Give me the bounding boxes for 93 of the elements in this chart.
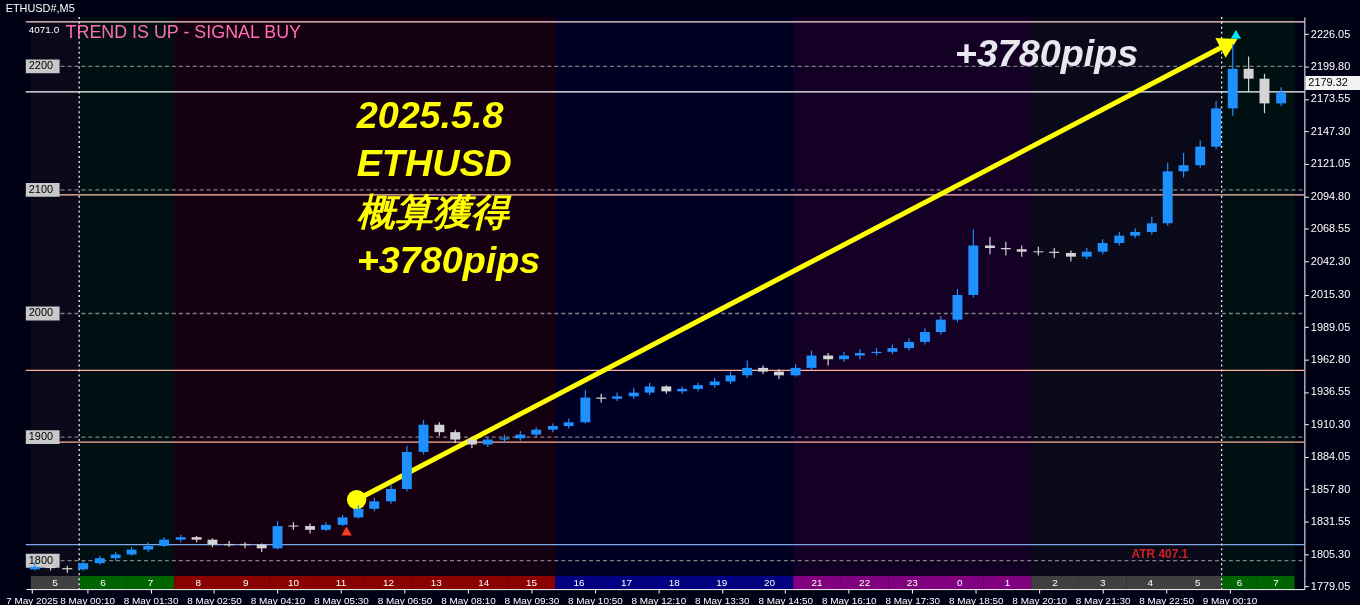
ref-line-label: 1800 — [28, 553, 54, 566]
x-tick-label: 8 May 18:50 — [948, 594, 1004, 605]
band-label: 7 — [147, 576, 154, 588]
band-label: 3 — [1099, 576, 1106, 588]
annotation: 4071.0 — [28, 23, 60, 35]
band-label: 12 — [383, 576, 395, 588]
candlestick — [466, 436, 477, 449]
band-label: 11 — [335, 576, 347, 588]
y-tick-label: 2147.30 — [1310, 124, 1351, 137]
band-label: 6 — [1236, 576, 1243, 588]
y-tick-label: 1884.05 — [1310, 450, 1351, 463]
x-tick-label: 7 May 2025 — [6, 594, 59, 605]
x-tick-label: 8 May 20:10 — [1012, 594, 1068, 605]
y-tick-label: 2121.05 — [1310, 157, 1351, 170]
y-tick-label: 2199.80 — [1310, 60, 1351, 73]
y-tick-label: 2226.05 — [1310, 27, 1351, 40]
band-label: 13 — [430, 576, 443, 588]
candlestick — [612, 392, 623, 402]
ref-line-label: 2100 — [28, 182, 54, 195]
band-label: 5 — [1195, 576, 1202, 588]
band-label: 17 — [621, 576, 633, 588]
band-label: 1 — [1004, 576, 1011, 588]
annotation: ETHUSD — [356, 141, 512, 184]
y-tick-label: 1962.80 — [1310, 352, 1351, 365]
ref-line-label: 1900 — [28, 430, 54, 443]
x-tick-label: 8 May 00:10 — [60, 594, 116, 605]
candlestick — [1195, 139, 1206, 169]
band-label: 6 — [100, 576, 107, 588]
candlestick — [935, 315, 946, 336]
band-label: 8 — [195, 576, 202, 588]
candlestick — [1178, 152, 1189, 179]
candlestick — [1243, 55, 1254, 92]
y-tick-label: 1936.55 — [1310, 385, 1351, 398]
annotation: TREND IS UP - SIGNAL BUY — [65, 21, 302, 42]
y-tick-label: 2173.55 — [1310, 92, 1351, 105]
annotation: +3780pips — [356, 239, 541, 282]
candlestick — [854, 348, 865, 360]
candlestick — [904, 337, 915, 352]
y-tick-label: 1831.55 — [1310, 515, 1351, 528]
x-tick-label: 8 May 09:30 — [504, 594, 560, 605]
band-label: 9 — [243, 576, 250, 588]
band-label: 22 — [859, 576, 871, 588]
y-tick-label: 1989.05 — [1310, 320, 1351, 333]
band-label: 4 — [1147, 576, 1154, 588]
x-tick-label: 8 May 02:50 — [187, 594, 243, 605]
x-tick-label: 8 May 17:30 — [885, 594, 941, 605]
x-tick-label: 8 May 21:30 — [1075, 594, 1131, 605]
y-tick-label: 1910.30 — [1310, 417, 1351, 430]
x-tick-label: 8 May 10:50 — [568, 594, 624, 605]
candlestick — [1065, 249, 1076, 263]
ref-line-label: 2179.32 — [1308, 75, 1348, 88]
band-label: 15 — [525, 576, 538, 588]
y-tick-label: 2015.30 — [1310, 288, 1351, 301]
x-tick-label: 9 May 00:10 — [1202, 594, 1258, 605]
x-tick-label: 8 May 04:10 — [250, 594, 306, 605]
x-tick-label: 8 May 16:10 — [821, 594, 878, 605]
x-tick-label: 8 May 14:50 — [758, 594, 814, 605]
annotation: ATR 407.1 — [1131, 547, 1189, 562]
x-tick-label: 8 May 22:50 — [1139, 594, 1195, 605]
band-label: 21 — [811, 576, 824, 588]
candlestick — [1276, 86, 1287, 107]
x-tick-label: 8 May 01:30 — [123, 594, 179, 605]
band-label: 2 — [1052, 576, 1059, 588]
band-label: 16 — [573, 576, 586, 588]
x-tick-label: 8 May 08:10 — [441, 594, 497, 605]
chart-title: ETHUSD#,M5 — [5, 2, 75, 15]
band-label: 10 — [287, 576, 300, 588]
band-label: 14 — [478, 576, 490, 588]
x-tick-label: 8 May 12:10 — [631, 594, 687, 605]
x-tick-label: 8 May 05:30 — [314, 594, 370, 605]
candlestick — [386, 483, 396, 505]
band-label: 19 — [716, 576, 728, 588]
annotation: 2025.5.8 — [355, 94, 504, 137]
annotation: +3780pips — [954, 31, 1139, 74]
y-tick-label: 1779.05 — [1310, 580, 1351, 593]
band-label: 7 — [1273, 576, 1280, 588]
ref-line-label: 2000 — [28, 306, 54, 319]
candlestick — [272, 520, 283, 551]
y-tick-label: 1857.80 — [1310, 482, 1351, 495]
band-label: 18 — [668, 576, 681, 588]
y-tick-label: 2068.55 — [1310, 222, 1351, 235]
ref-line-label: 2200 — [28, 59, 54, 72]
band-label: 20 — [763, 576, 776, 588]
y-tick-label: 1805.30 — [1310, 547, 1351, 560]
band-label: 23 — [906, 576, 919, 588]
y-tick-label: 2094.80 — [1310, 189, 1351, 202]
band-label: 0 — [957, 576, 964, 588]
candlestick — [758, 364, 769, 375]
x-tick-label: 8 May 06:50 — [377, 594, 433, 605]
annotation: 概算獲得 — [356, 190, 512, 233]
x-tick-label: 8 May 13:30 — [695, 594, 751, 605]
band-label: 5 — [52, 576, 59, 588]
y-tick-label: 2042.30 — [1310, 254, 1351, 267]
